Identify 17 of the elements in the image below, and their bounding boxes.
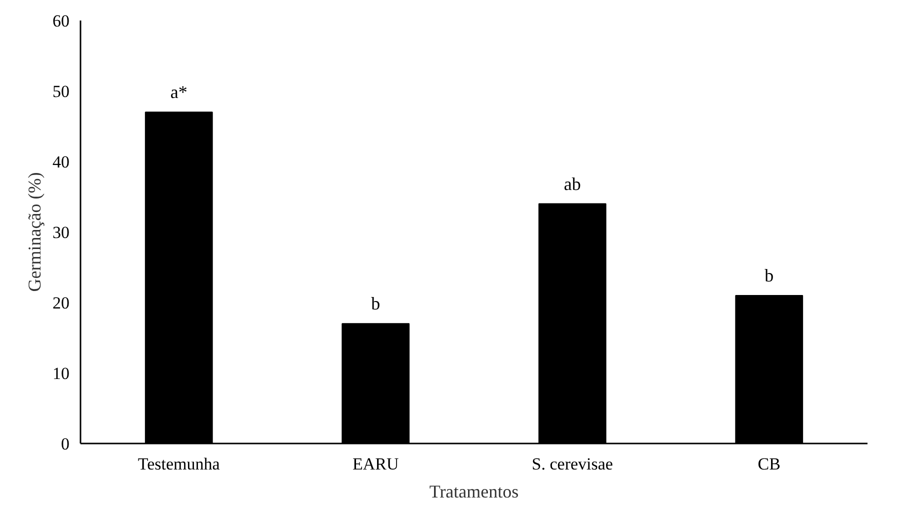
x-axis-title: Tratamentos (429, 482, 519, 502)
y-tick-label: 40 (52, 152, 70, 172)
y-tick-label: 10 (52, 364, 70, 383)
x-tick-label: S. cerevisae (532, 454, 613, 474)
annotation: b (764, 265, 774, 286)
y-axis-title: Germinação (%) (24, 172, 44, 292)
y-tick-label: 50 (52, 82, 70, 101)
annotation: a* (170, 82, 188, 102)
y-tick-label: 60 (52, 12, 70, 30)
x-tick-label: EARU (352, 454, 399, 474)
x-tick-label: Testemunha (138, 454, 220, 474)
annotation: b (371, 294, 380, 314)
x-tick-label: CB (758, 454, 780, 474)
y-tick-label: 30 (52, 223, 70, 242)
y-tick-label: 20 (52, 294, 70, 312)
annotation: ab (564, 174, 581, 194)
y-tick-label: 0 (61, 434, 70, 454)
